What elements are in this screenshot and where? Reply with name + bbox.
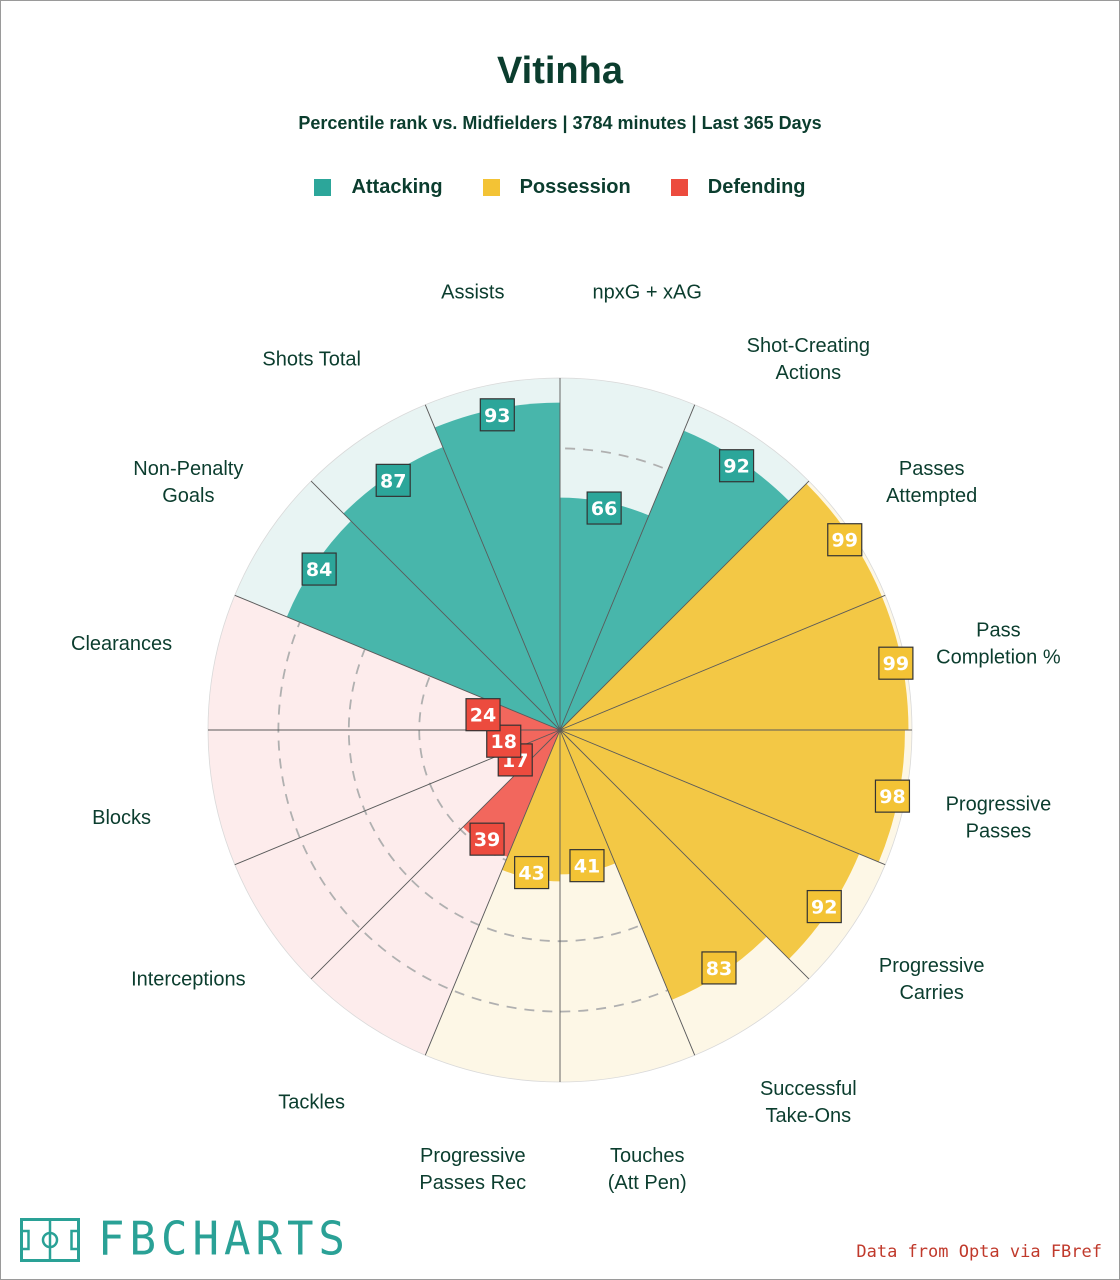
metric-label-non-penalty-goals: Non-Penalty Goals (133, 458, 243, 507)
bar-passes-attempted (560, 483, 882, 730)
value-label: 39 (474, 829, 500, 851)
divider-line (559, 729, 810, 980)
value-label: 98 (879, 786, 905, 808)
legend-item-attacking: Attacking (314, 176, 443, 199)
divider-line (559, 594, 886, 731)
legend-label-possession: Possession (519, 176, 631, 198)
value-label: 24 (470, 705, 496, 727)
brand-name: FBCHARTS (98, 1212, 350, 1267)
sector-bg-blocks (207, 729, 561, 866)
value-badge-shot-creating-actions: 92 (718, 449, 755, 483)
value-label: 99 (832, 530, 858, 552)
divider-line (559, 729, 886, 866)
divider-line (559, 404, 696, 731)
data-bars (286, 402, 909, 1000)
chart-subtitle: Percentile rank vs. Midfielders | 3784 m… (298, 113, 822, 133)
legend-item-possession: Possession (482, 176, 631, 199)
metric-label-tackles: Tackles (278, 1092, 345, 1114)
metric-label-blocks: Blocks (92, 807, 151, 829)
sector-dividers (208, 378, 912, 1082)
legend-swatch-possession (482, 179, 500, 196)
value-label: 43 (518, 863, 544, 885)
value-label: 92 (723, 456, 749, 478)
chart-legend: Attacking Possession Defending (0, 176, 1120, 199)
chart-title: Vitinha (497, 50, 623, 92)
bar-successful-take-ons (560, 730, 767, 1000)
value-badge-touches-att-pen: 41 (569, 849, 605, 883)
metric-label-clearances: Clearances (71, 633, 172, 655)
bar-progressive-carries (560, 730, 860, 959)
metric-label-successful-take-ons: Successful Take-Ons (760, 1078, 857, 1127)
divider-line (234, 594, 561, 731)
bar-npxg-xag (560, 497, 649, 730)
value-label: 92 (811, 897, 837, 919)
metric-label-assists: Assists (441, 282, 504, 304)
metric-label-touches-att-pen: Touches (Att Pen) (608, 1145, 687, 1194)
bar-assists (434, 402, 560, 730)
value-badge-progressive-carries: 92 (806, 889, 842, 924)
legend-label-attacking: Attacking (351, 176, 443, 198)
legend-swatch-defending (670, 179, 688, 196)
value-label: 41 (574, 856, 600, 878)
bar-progressive-passes-rec (502, 730, 560, 882)
legend-swatch-attacking (314, 179, 332, 196)
value-badge-progressive-passes-rec: 43 (514, 855, 550, 890)
value-label: 66 (591, 498, 617, 520)
bar-shot-creating-actions (560, 430, 789, 730)
bar-shots-total (343, 447, 560, 730)
metric-label-shots-total: Shots Total (262, 348, 361, 370)
metric-label-npxg-xag: npxG + xAG (592, 282, 702, 304)
value-badge-pass-completion: 99 (878, 646, 914, 680)
sector-bg-clearances (207, 594, 561, 731)
metric-labels: npxG + xAG Shot-Creating Actions Passes Atte… (71, 282, 1061, 1194)
legend-item-defending: Defending (670, 176, 806, 199)
value-badge-successful-take-ons: 83 (701, 951, 737, 985)
value-label: 87 (380, 470, 406, 492)
bar-pass-completion (560, 596, 909, 730)
metric-label-shot-creating-actions: Shot-Creating Actions (747, 335, 870, 384)
value-badge-shots-total: 87 (375, 463, 411, 497)
value-label: 18 (491, 731, 517, 753)
value-badge-assists: 93 (479, 398, 515, 432)
value-label: 84 (306, 559, 332, 581)
value-badge-tackles: 39 (469, 822, 505, 856)
metric-label-pass-completion: Pass Completion % (936, 619, 1061, 668)
metric-label-passes-attempted: Passes Attempted (886, 458, 977, 507)
fbcharts-logo: FBCHARTS (20, 1212, 350, 1267)
metric-label-progressive-passes-rec: Progressive Passes Rec (419, 1145, 526, 1194)
divider-line (424, 404, 561, 731)
value-badge-clearances: 24 (465, 698, 501, 732)
value-label: 93 (484, 405, 510, 427)
metric-label-progressive-passes: Progressive Passes (946, 794, 1052, 843)
bar-touches-att-pen (560, 730, 616, 875)
value-badge-passes-attempted: 99 (827, 523, 863, 557)
divider-line (559, 480, 810, 731)
divider-line (310, 480, 561, 731)
pitch-icon (20, 1217, 80, 1262)
bar-progressive-passes (560, 730, 905, 863)
metric-label-progressive-carries: Progressive Carries (879, 955, 985, 1004)
sector-bg-interceptions (234, 729, 561, 980)
value-badge-non-penalty-goals: 84 (301, 552, 337, 586)
value-badge-progressive-passes: 98 (874, 779, 911, 813)
bar-non-penalty-goals (286, 520, 560, 730)
value-badge-blocks: 18 (486, 724, 522, 758)
value-label: 83 (706, 958, 732, 980)
divider-line (559, 729, 696, 1056)
value-badge-npxg-xag: 66 (586, 491, 622, 525)
divider-line (424, 729, 561, 1056)
value-label: 99 (883, 653, 909, 675)
metric-label-interceptions: Interceptions (131, 968, 246, 990)
legend-label-defending: Defending (707, 176, 806, 198)
data-source: Data from Opta via FBref (856, 1242, 1102, 1262)
